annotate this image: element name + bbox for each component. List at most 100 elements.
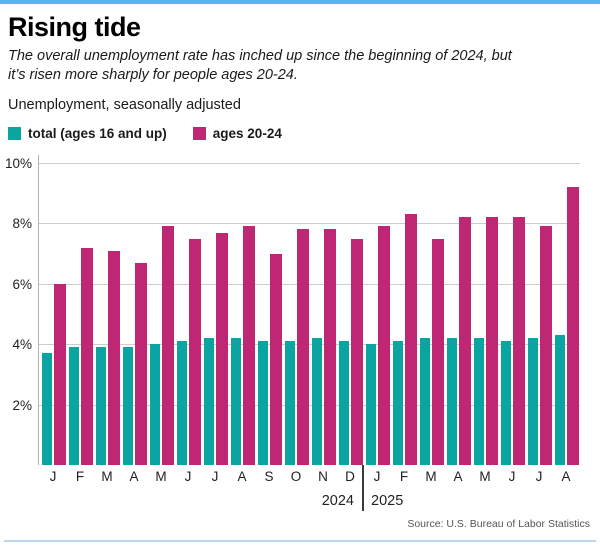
y-tick-label: 4%: [12, 337, 32, 353]
x-tick-label: M: [479, 469, 491, 485]
measure-label: Unemployment, seasonally adjusted: [8, 97, 241, 114]
bar-total: [123, 347, 133, 466]
bar-ages-20-24: [351, 238, 363, 466]
bar-group-2024-N: [312, 229, 336, 466]
top-accent-rule: [0, 0, 600, 4]
legend: total (ages 16 and up) ages 20-24: [8, 126, 600, 141]
x-tick-label: D: [345, 469, 355, 485]
x-tick-label: A: [561, 469, 571, 485]
year-labels: 2024 2025: [38, 490, 580, 512]
bar-ages-20-24: [513, 217, 525, 466]
legend-label-ages: ages 20-24: [212, 126, 282, 142]
gridline-10: [39, 163, 580, 165]
bar-ages-20-24: [108, 250, 120, 466]
bar-total: [528, 338, 538, 466]
gridline-2: [39, 404, 580, 406]
x-tick-label: M: [101, 469, 113, 485]
bar-total: [204, 338, 214, 466]
bar-total: [231, 338, 241, 466]
bar-total: [150, 344, 160, 466]
bar-ages-20-24: [270, 253, 282, 466]
bar-group-2025-J: [366, 226, 390, 466]
x-tick-label: A: [453, 469, 463, 485]
bar-group-2024-J: [204, 232, 228, 466]
bar-ages-20-24: [540, 226, 552, 466]
bar-ages-20-24: [135, 262, 147, 466]
legend-item-total: total (ages 16 and up): [8, 126, 167, 141]
bar-ages-20-24: [243, 226, 255, 466]
bar-group-2024-O: [285, 229, 309, 466]
bar-group-2025-J: [528, 226, 552, 466]
bar-ages-20-24: [189, 238, 201, 466]
source-credit: Source: U.S. Bureau of Labor Statistics: [407, 518, 590, 530]
bar-group-2024-D: [339, 238, 363, 466]
bar-total: [312, 338, 322, 466]
plot-area: 2% 4% 6% 8% 10%: [5, 155, 580, 466]
x-tick-label: S: [264, 469, 274, 485]
bar-total: [285, 341, 295, 466]
x-tick-label: J: [184, 469, 192, 485]
bar-ages-20-24: [81, 247, 93, 466]
legend-label-total: total (ages 16 and up): [28, 126, 167, 142]
x-tick-label: M: [425, 469, 437, 485]
chart-subtitle: The overall unemployment rate has inched…: [8, 48, 512, 84]
legend-swatch-ages: [192, 127, 206, 141]
bar-group-2025-A: [555, 187, 579, 466]
bar-total: [339, 341, 349, 466]
y-tick-label: 6%: [12, 276, 32, 292]
x-tick-label: N: [318, 469, 328, 485]
bar-total: [501, 341, 511, 466]
legend-item-ages: ages 20-24: [192, 126, 282, 142]
bar-group-2024-A: [123, 262, 147, 466]
y-tick-label: 2%: [12, 397, 32, 413]
x-tick-label: J: [373, 469, 381, 485]
x-tick-label: A: [129, 469, 139, 485]
bar-group-2025-F: [393, 214, 417, 466]
bar-group-2024-M: [96, 250, 120, 466]
bar-group-2024-S: [258, 253, 282, 466]
gridline-6: [39, 283, 580, 285]
bar-ages-20-24: [486, 217, 498, 466]
bar-total: [96, 347, 106, 466]
bar-group-2024-F: [69, 247, 93, 466]
bar-total: [258, 341, 268, 466]
bar-total: [69, 347, 79, 466]
gridline-8: [39, 223, 580, 225]
legend-swatch-total: [8, 127, 21, 141]
bar-group-2025-M: [420, 238, 444, 466]
bar-ages-20-24: [567, 187, 579, 466]
x-tick-label: J: [211, 469, 219, 485]
bar-ages-20-24: [459, 217, 471, 466]
bar-ages-20-24: [324, 229, 336, 466]
x-tick-label: J: [49, 469, 57, 485]
bar-ages-20-24: [162, 226, 174, 466]
bottom-accent-rule: [4, 540, 596, 542]
x-tick-label: J: [535, 469, 543, 485]
bar-ages-20-24: [378, 226, 390, 466]
gridline-4: [39, 344, 580, 346]
bar-ages-20-24: [216, 232, 228, 466]
bar-group-2024-J: [177, 238, 201, 466]
x-tick-label: O: [290, 469, 302, 485]
bar-group-2025-A: [447, 217, 471, 466]
bar-group-2024-A: [231, 226, 255, 466]
bar-group-2024-J: [42, 283, 66, 466]
x-tick-label: F: [75, 469, 85, 485]
page-title: Rising tide: [8, 12, 141, 42]
bar-total: [474, 338, 484, 466]
bar-total: [555, 335, 565, 466]
year-label-2024: 2024: [321, 493, 354, 510]
bar-total: [42, 353, 52, 466]
bar-total: [447, 338, 457, 466]
year-label-2025: 2025: [371, 493, 404, 510]
y-tick-label: 8%: [12, 216, 32, 232]
bar-group-2025-J: [501, 217, 525, 466]
bar-ages-20-24: [432, 238, 444, 466]
x-tick-label: A: [237, 469, 247, 485]
bar-group-2025-M: [474, 217, 498, 466]
year-divider-line: [362, 465, 364, 512]
x-tick-label: M: [155, 469, 167, 485]
bar-ages-20-24: [297, 229, 309, 466]
